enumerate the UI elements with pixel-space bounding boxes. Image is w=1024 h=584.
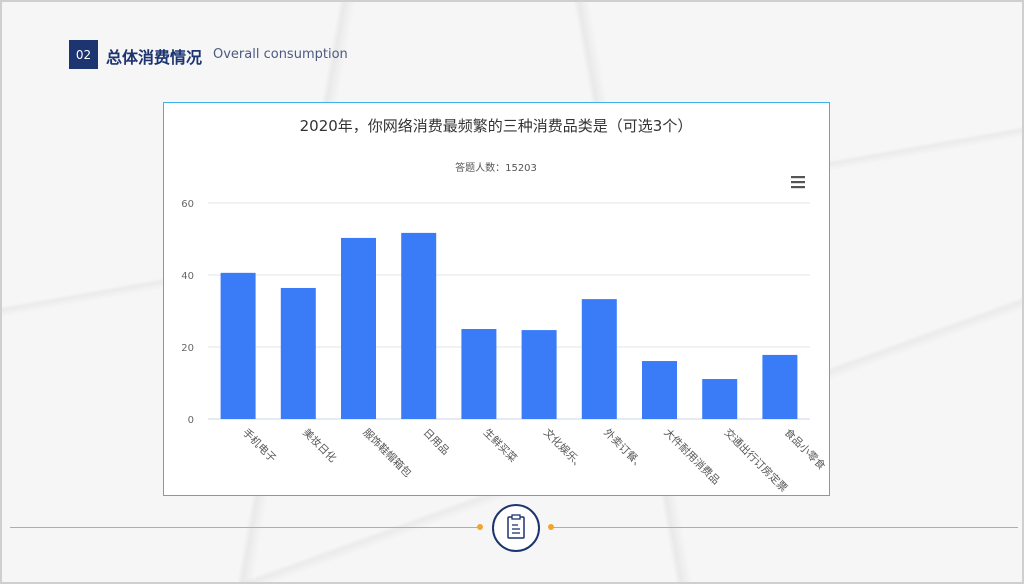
y-tick-label: 0: [188, 415, 194, 426]
section-number: 02: [69, 40, 98, 69]
bar: [581, 299, 617, 419]
bar: [401, 232, 437, 419]
x-tick-label: 文化娱乐、: [541, 426, 587, 472]
divider-left: [10, 527, 480, 528]
x-tick-label: 大件耐用消费品: [661, 426, 722, 487]
bar: [642, 361, 677, 419]
bar-chart: 2020年，你网络消费最频繁的三种消费品类是（可选3个） 答题人数：15203 …: [181, 117, 829, 495]
bar: [702, 379, 738, 419]
x-tick-label: 服饰鞋帽箱包: [360, 426, 414, 480]
chart-title: 2020年，你网络消费最频繁的三种消费品类是（可选3个）: [300, 117, 693, 135]
bar: [461, 329, 497, 419]
bar: [762, 354, 798, 419]
divider-right: [552, 527, 1018, 528]
x-tick-label: 日用品: [421, 427, 452, 458]
bar: [220, 272, 256, 419]
x-tick-label: 交通出行订房定票: [722, 426, 791, 495]
section-title: 总体消费情况: [106, 48, 203, 67]
bar: [280, 287, 316, 419]
divider-dot-left: [477, 524, 483, 530]
section-subtitle: Overall consumption: [213, 47, 348, 62]
chart-subtitle: 答题人数：15203: [455, 161, 537, 174]
x-tick-label: 外卖订餐、: [601, 426, 647, 472]
divider-dot-right: [548, 524, 554, 530]
y-tick-label: 60: [181, 199, 194, 210]
y-tick-label: 20: [181, 343, 194, 354]
x-tick-label: 食品小零食: [782, 426, 829, 473]
x-tick-label: 美妆日化: [300, 426, 339, 465]
clipboard-icon: [492, 504, 540, 552]
hamburger-menu-icon[interactable]: [791, 176, 805, 189]
x-tick-label: 手机电子: [240, 426, 279, 465]
chart-card: 2020年，你网络消费最频繁的三种消费品类是（可选3个） 答题人数：15203 …: [163, 102, 830, 496]
bar: [341, 237, 376, 419]
x-tick-label: 生鲜买菜: [481, 426, 520, 465]
y-tick-label: 40: [181, 271, 194, 282]
bar: [521, 330, 557, 419]
